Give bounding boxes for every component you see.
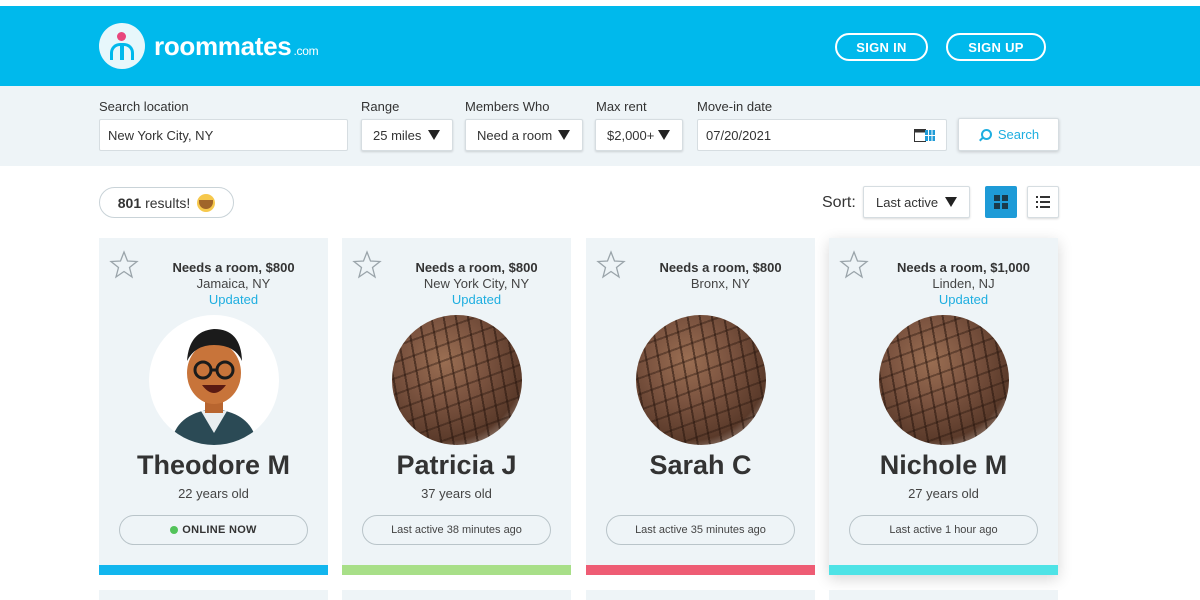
max-rent-select[interactable]: $2,000+ <box>595 119 683 151</box>
status-text: ONLINE NOW <box>182 524 257 536</box>
next-row-card <box>99 590 328 600</box>
max-rent-value: $2,000+ <box>607 127 655 143</box>
avatar[interactable] <box>392 315 522 445</box>
move-in-label: Move-in date <box>697 99 773 114</box>
calendar-icon[interactable] <box>914 128 936 143</box>
list-icon <box>1036 196 1050 208</box>
caret-down-icon <box>428 130 440 140</box>
sign-in-button[interactable]: SIGN IN <box>835 33 928 61</box>
search-button[interactable]: Search <box>958 118 1059 151</box>
logo-icon <box>99 23 145 69</box>
card-title: Needs a room, $800 <box>172 260 295 275</box>
range-label: Range <box>361 99 400 114</box>
members-value: Need a room <box>477 127 553 143</box>
online-status-pill: ONLINE NOW <box>119 515 308 545</box>
move-in-date-input[interactable]: 07/20/2021 <box>697 119 947 151</box>
online-dot-icon <box>170 526 179 534</box>
card-color-bar <box>342 565 571 575</box>
next-row-card <box>342 590 571 600</box>
favorite-star-icon[interactable] <box>352 250 382 280</box>
card-title: Needs a room, $800 <box>659 260 782 275</box>
list-view-button[interactable] <box>1027 186 1059 218</box>
range-value: 25 miles <box>373 127 422 143</box>
card-age: 22 years old <box>178 486 249 501</box>
avatar[interactable] <box>149 315 279 445</box>
roommates-logo[interactable]: roommates .com <box>99 23 319 69</box>
sort-value: Last active <box>876 194 939 210</box>
location-input[interactable]: New York City, NY <box>99 119 348 151</box>
roommate-card[interactable]: Needs a room, $800 Jamaica, NY Updated T… <box>99 238 328 575</box>
next-row-card <box>829 590 1058 600</box>
card-name[interactable]: Theodore M <box>137 450 290 480</box>
caret-down-icon <box>658 130 670 140</box>
top-navigation-bar: roommates .com SIGN IN SIGN UP <box>0 6 1200 86</box>
last-active-pill: Last active 35 minutes ago <box>606 515 795 545</box>
next-row-card <box>586 590 815 600</box>
card-location: Bronx, NY <box>690 276 751 291</box>
caret-down-icon <box>558 130 570 140</box>
card-age: 37 years old <box>421 486 492 501</box>
card-title: Needs a room, $1,000 <box>897 260 1030 275</box>
celebrate-emoji-icon <box>197 193 216 212</box>
card-name[interactable]: Patricia J <box>396 450 517 480</box>
card-color-bar <box>829 565 1058 575</box>
avatar[interactable] <box>636 315 766 445</box>
card-name[interactable]: Sarah C <box>649 450 752 480</box>
sign-up-button[interactable]: SIGN UP <box>946 33 1046 61</box>
search-filter-bar: Search location New York City, NY Range … <box>0 86 1200 166</box>
sort-label: Sort: <box>822 194 856 211</box>
location-label: Search location <box>99 99 189 114</box>
members-select[interactable]: Need a room <box>465 119 583 151</box>
avatar[interactable] <box>879 315 1009 445</box>
card-updated: Updated <box>451 292 502 307</box>
sort-select[interactable]: Last active <box>863 186 970 218</box>
caret-down-icon <box>945 197 957 207</box>
roommate-card[interactable]: Needs a room, $1,000 Linden, NJ Updated … <box>829 238 1058 575</box>
grid-view-button[interactable] <box>985 186 1017 218</box>
favorite-star-icon[interactable] <box>109 250 139 280</box>
logo-text: roommates .com <box>154 30 319 61</box>
last-active-pill: Last active 1 hour ago <box>849 515 1038 545</box>
card-color-bar <box>586 565 815 575</box>
card-title: Needs a room, $800 <box>415 260 538 275</box>
card-color-bar <box>99 565 328 575</box>
results-suffix: results! <box>145 194 191 211</box>
results-count: 801 <box>117 194 142 211</box>
card-location: Jamaica, NY <box>196 276 271 291</box>
favorite-star-icon[interactable] <box>839 250 869 280</box>
members-label: Members Who <box>465 99 550 114</box>
grid-icon <box>994 195 1008 209</box>
range-select[interactable]: 25 miles <box>361 119 453 151</box>
last-active-pill: Last active 38 minutes ago <box>362 515 551 545</box>
card-name[interactable]: Nichole M <box>879 450 1008 480</box>
card-location: New York City, NY <box>423 276 530 291</box>
card-updated: Updated <box>208 292 259 307</box>
move-in-value: 07/20/2021 <box>706 127 772 143</box>
favorite-star-icon[interactable] <box>596 250 626 280</box>
cartoon-avatar-image <box>171 329 257 445</box>
max-rent-label: Max rent <box>596 99 647 114</box>
search-button-label: Search <box>997 127 1040 142</box>
results-count-badge: 801 results! <box>99 187 234 218</box>
roommate-card[interactable]: Needs a room, $800 New York City, NY Upd… <box>342 238 571 575</box>
card-location: Linden, NJ <box>932 276 995 291</box>
roommate-card[interactable]: Needs a room, $800 Bronx, NY Sarah C Las… <box>586 238 815 575</box>
card-age: 27 years old <box>908 486 979 501</box>
search-icon <box>978 128 992 141</box>
card-updated: Updated <box>938 292 989 307</box>
